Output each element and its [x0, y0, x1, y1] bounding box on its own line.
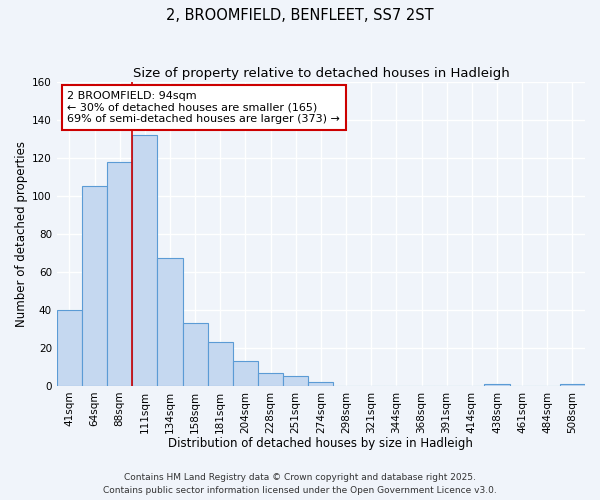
Text: Contains HM Land Registry data © Crown copyright and database right 2025.
Contai: Contains HM Land Registry data © Crown c… — [103, 474, 497, 495]
Bar — [208, 342, 233, 386]
Text: 2, BROOMFIELD, BENFLEET, SS7 2ST: 2, BROOMFIELD, BENFLEET, SS7 2ST — [166, 8, 434, 22]
Bar — [132, 135, 157, 386]
Title: Size of property relative to detached houses in Hadleigh: Size of property relative to detached ho… — [133, 68, 509, 80]
Bar — [308, 382, 334, 386]
Bar — [560, 384, 585, 386]
Bar — [484, 384, 509, 386]
X-axis label: Distribution of detached houses by size in Hadleigh: Distribution of detached houses by size … — [169, 437, 473, 450]
Bar — [107, 162, 132, 386]
Bar — [57, 310, 82, 386]
Bar — [258, 372, 283, 386]
Bar — [283, 376, 308, 386]
Bar — [157, 258, 182, 386]
Bar — [82, 186, 107, 386]
Bar — [233, 361, 258, 386]
Y-axis label: Number of detached properties: Number of detached properties — [15, 141, 28, 327]
Bar — [182, 323, 208, 386]
Text: 2 BROOMFIELD: 94sqm
← 30% of detached houses are smaller (165)
69% of semi-detac: 2 BROOMFIELD: 94sqm ← 30% of detached ho… — [67, 91, 340, 124]
